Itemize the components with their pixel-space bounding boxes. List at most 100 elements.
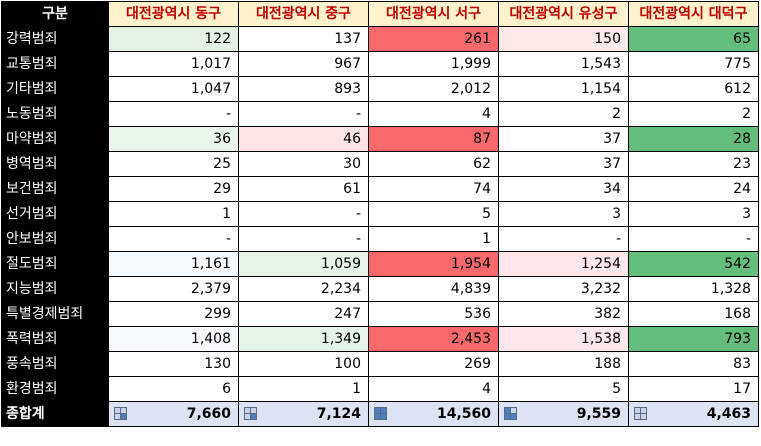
total-value: 7,660: [186, 406, 231, 422]
total-cell: 9,559: [498, 401, 629, 427]
table-cell: 893: [238, 76, 369, 102]
table-cell: 2,379: [108, 276, 239, 302]
table-cell: 61: [238, 176, 369, 202]
table-cell: 1,999: [368, 51, 499, 77]
table-cell: 1,047: [108, 76, 239, 102]
crime-stats-table: 구분 대전광역시 동구 대전광역시 중구 대전광역시 서구 대전광역시 유성구 …: [1, 1, 759, 427]
table-row: 마약범죄 36 46 87 37 28: [1, 126, 759, 152]
table-row: 지능범죄 2,379 2,234 4,839 3,232 1,328: [1, 276, 759, 302]
table-cell: 1,349: [238, 326, 369, 352]
table-cell: 28: [628, 126, 759, 152]
table-cell: 269: [368, 351, 499, 377]
row-label: 선거범죄: [1, 201, 109, 227]
table-cell: 1: [238, 376, 369, 402]
row-label: 노동범죄: [1, 101, 109, 127]
table-cell: 23: [628, 151, 759, 177]
grid-quarter-icon: [374, 407, 387, 420]
table-row: 절도범죄 1,161 1,059 1,954 1,254 542: [1, 251, 759, 277]
grid-quarter-icon: [634, 407, 647, 420]
column-header: 대전광역시 유성구: [498, 1, 629, 27]
table-cell: 87: [368, 126, 499, 152]
total-value: 4,463: [706, 406, 751, 422]
table-cell: 1,328: [628, 276, 759, 302]
table-cell: 612: [628, 76, 759, 102]
table-cell: 62: [368, 151, 499, 177]
table-cell: -: [238, 201, 369, 227]
table-row: 병역범죄 25 30 62 37 23: [1, 151, 759, 177]
table-cell: 4: [368, 376, 499, 402]
table-cell: 122: [108, 26, 239, 52]
table-cell: 1,408: [108, 326, 239, 352]
table-cell: -: [108, 101, 239, 127]
table-cell: 34: [498, 176, 629, 202]
table-cell: 967: [238, 51, 369, 77]
table-cell: 74: [368, 176, 499, 202]
table-cell: 6: [108, 376, 239, 402]
table-cell: 5: [498, 376, 629, 402]
table-body: 강력범죄 122 137 261 150 65 교통범죄 1,017 967 1,999 1,543…: [1, 26, 759, 427]
table-cell: 2: [628, 101, 759, 127]
row-label: 마약범죄: [1, 126, 109, 152]
table-cell: 793: [628, 326, 759, 352]
table-cell: 1: [108, 201, 239, 227]
table-cell: 36: [108, 126, 239, 152]
table-cell: 299: [108, 301, 239, 327]
header-row: 구분 대전광역시 동구 대전광역시 중구 대전광역시 서구 대전광역시 유성구 …: [1, 1, 759, 27]
table-cell: 1,059: [238, 251, 369, 277]
table-cell: 188: [498, 351, 629, 377]
row-label: 기타범죄: [1, 76, 109, 102]
table-cell: 1,543: [498, 51, 629, 77]
table-row: 기타범죄 1,047 893 2,012 1,154 612: [1, 76, 759, 102]
total-value: 14,560: [436, 406, 491, 422]
table-cell: 37: [498, 151, 629, 177]
table-cell: 536: [368, 301, 499, 327]
row-label: 교통범죄: [1, 51, 109, 77]
table-cell: -: [238, 101, 369, 127]
table-cell: 2,453: [368, 326, 499, 352]
table-cell: -: [238, 226, 369, 252]
table-row: 풍속범죄 130 100 269 188 83: [1, 351, 759, 377]
table-cell: 4,839: [368, 276, 499, 302]
table-row: 선거범죄 1-5 3 3: [1, 201, 759, 227]
row-label: 환경범죄: [1, 376, 109, 402]
table-cell: 5: [368, 201, 499, 227]
table-cell: 1,538: [498, 326, 629, 352]
table-cell: 775: [628, 51, 759, 77]
table-cell: 37: [498, 126, 629, 152]
table-cell: 65: [628, 26, 759, 52]
total-cell: 7,124: [238, 401, 369, 427]
table-cell: 1,017: [108, 51, 239, 77]
table-cell: 130: [108, 351, 239, 377]
total-value: 7,124: [316, 406, 361, 422]
grid-quarter-icon: [504, 407, 517, 420]
table-cell: 17: [628, 376, 759, 402]
table-cell: 4: [368, 101, 499, 127]
table-cell: 261: [368, 26, 499, 52]
row-label: 강력범죄: [1, 26, 109, 52]
table-cell: 382: [498, 301, 629, 327]
table-cell: 2,234: [238, 276, 369, 302]
table-row: 환경범죄 6 1 4 5 17: [1, 376, 759, 402]
table-cell: 2: [498, 101, 629, 127]
table-cell: 3,232: [498, 276, 629, 302]
total-label: 종합계: [1, 401, 109, 427]
row-label: 폭력범죄: [1, 326, 109, 352]
grid-quarter-icon: [244, 407, 257, 420]
table-cell: -: [108, 226, 239, 252]
table-cell: -: [628, 226, 759, 252]
table-row: 교통범죄 1,017 967 1,999 1,543 775: [1, 51, 759, 77]
grid-quarter-icon: [114, 407, 127, 420]
table-cell: 46: [238, 126, 369, 152]
table-cell: 30: [238, 151, 369, 177]
row-label: 절도범죄: [1, 251, 109, 277]
table-cell: 137: [238, 26, 369, 52]
row-label: 보건범죄: [1, 176, 109, 202]
column-header: 대전광역시 동구: [108, 1, 239, 27]
table-cell: 29: [108, 176, 239, 202]
table-cell: 1,254: [498, 251, 629, 277]
total-row: 종합계 7,660 7,124 14,560 9,559 4,463: [1, 401, 759, 427]
total-cell: 14,560: [368, 401, 499, 427]
table-cell: 83: [628, 351, 759, 377]
total-cell: 7,660: [108, 401, 239, 427]
row-label: 특별경제범죄: [1, 301, 109, 327]
